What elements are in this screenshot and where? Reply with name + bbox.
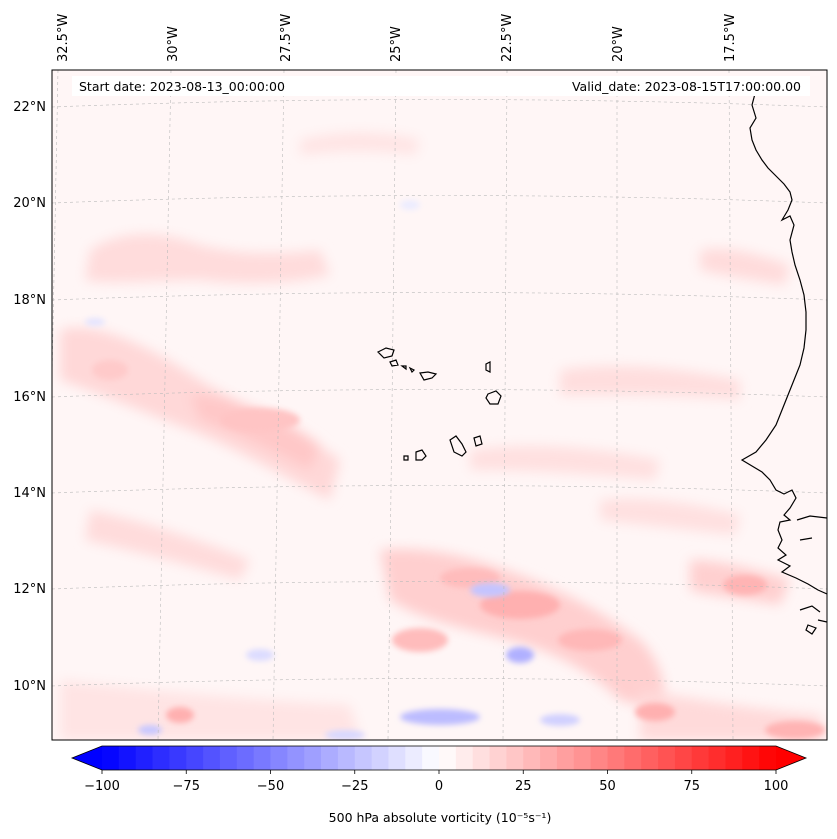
colorbar-cell: [169, 746, 187, 770]
colorbar-cell: [607, 746, 625, 770]
map-frame: [51, 69, 828, 741]
colorbar-tick-label: −50: [257, 779, 284, 794]
colorbar-tick-label: 50: [599, 779, 616, 794]
colorbar-cells: [102, 746, 777, 770]
lat-grid-16: [52, 389, 827, 398]
colorbar-cell: [102, 746, 120, 770]
colorbar-cell: [708, 746, 726, 770]
colorbar-cell: [472, 746, 490, 770]
colorbar-min-extension: [72, 746, 102, 770]
colorbar-cell: [641, 746, 659, 770]
colorbar-cell: [725, 746, 743, 770]
colorbar-cell: [253, 746, 271, 770]
latitude-labels: 22°N 20°N 18°N 16°N 14°N 12°N 10°N: [13, 100, 46, 694]
colorbar-tick-label: 0: [435, 779, 443, 794]
lon-label: 30°W: [166, 26, 181, 62]
longitude-labels: 32.5°W 30°W 27.5°W 25°W 22.5°W 20°W 17.5…: [56, 14, 738, 62]
colorbar-cell: [540, 746, 558, 770]
colorbar-cell: [439, 746, 457, 770]
colorbar-cell: [523, 746, 541, 770]
colorbar-cell: [405, 746, 423, 770]
lat-grid-18: [52, 292, 827, 301]
colorbar-cell: [118, 746, 137, 770]
colorbar-cell: [388, 746, 406, 770]
colorbar-cell: [270, 746, 288, 770]
lon-label: 22.5°W: [500, 14, 515, 62]
lat-grid-14: [52, 485, 827, 494]
colorbar-cell: [489, 746, 507, 770]
colorbar-tick-label: −75: [173, 779, 200, 794]
lat-grid-20: [52, 195, 827, 204]
lon-grid-17-5: [728, 70, 734, 740]
colorbar-cell: [506, 746, 524, 770]
colorbar-cell: [321, 746, 339, 770]
colorbar-cell: [742, 746, 760, 770]
colorbar-cell: [556, 746, 575, 770]
lat-grid-12: [52, 581, 827, 590]
lat-grid-10: [52, 678, 827, 687]
vorticity-field: [60, 132, 827, 740]
colorbar-cell: [337, 746, 356, 770]
colorbar-cell: [203, 746, 221, 770]
colorbar-tick-label: 25: [515, 779, 532, 794]
lon-label: 32.5°W: [56, 14, 71, 62]
vorticity-strong-cores: [92, 360, 825, 739]
valid-date-label: Valid_date: 2023-08-15T17:00:00.00: [572, 79, 801, 94]
colorbar-cell: [287, 746, 305, 770]
lon-label: 25°W: [389, 26, 404, 62]
lat-label: 10°N: [13, 679, 46, 694]
lat-grid-22: [52, 99, 827, 108]
colorbar-cell: [624, 746, 642, 770]
lon-label: 27.5°W: [279, 14, 294, 62]
lat-label: 22°N: [13, 100, 46, 115]
colorbar-cell: [371, 746, 389, 770]
vorticity-broad-patches: [60, 132, 827, 740]
colorbar-cell: [422, 746, 440, 770]
colorbar: −100 −75 −50 −25 0 25 50 75 100 500 hPa absolute…: [70, 745, 808, 825]
coastlines: [376, 89, 827, 635]
lat-label: 20°N: [13, 196, 46, 211]
map-panel: [51, 69, 828, 741]
africa-coastline: [740, 89, 827, 595]
colorbar-tick-label: −25: [341, 779, 368, 794]
lon-grid-27-5: [272, 70, 285, 740]
lon-grid-30: [157, 70, 172, 740]
colorbar-cell: [455, 746, 474, 770]
colorbar-tick-label: −100: [84, 779, 120, 794]
lat-label: 16°N: [13, 390, 46, 405]
guinea-bissau-islands: [796, 515, 827, 635]
lat-label: 14°N: [13, 486, 46, 501]
colorbar-cell: [590, 746, 608, 770]
cabo-verde-islands: [376, 347, 502, 461]
vorticity-negative-cores: [85, 200, 580, 740]
lon-label: 17.5°W: [723, 14, 738, 62]
colorbar-tick-label: 100: [764, 779, 789, 794]
lon-grid-22-5: [502, 70, 508, 740]
colorbar-cell: [691, 746, 709, 770]
start-date-label: Start date: 2023-08-13_00:00:00: [79, 79, 285, 94]
colorbar-cell: [152, 746, 170, 770]
colorbar-cell: [186, 746, 204, 770]
gridlines: [52, 70, 827, 740]
colorbar-ticks: −100 −75 −50 −25 0 25 50 75 100: [84, 770, 788, 794]
colorbar-cell: [759, 746, 777, 770]
colorbar-cell: [658, 746, 676, 770]
colorbar-cell: [219, 746, 238, 770]
colorbar-max-extension: [776, 746, 806, 770]
header-box: [72, 76, 810, 96]
lon-label: 20°W: [611, 26, 626, 62]
colorbar-cell: [236, 746, 255, 770]
colorbar-cell: [135, 746, 153, 770]
colorbar-cell: [674, 746, 693, 770]
colorbar-tick-label: 75: [683, 779, 700, 794]
lat-label: 18°N: [13, 293, 46, 308]
colorbar-cell: [304, 746, 322, 770]
colorbar-label: 500 hPa absolute vorticity (10⁻⁵s⁻¹): [329, 810, 552, 825]
colorbar-cell: [354, 746, 372, 770]
lat-label: 12°N: [13, 582, 46, 597]
lon-grid-25: [387, 70, 397, 740]
colorbar-cell: [573, 746, 592, 770]
